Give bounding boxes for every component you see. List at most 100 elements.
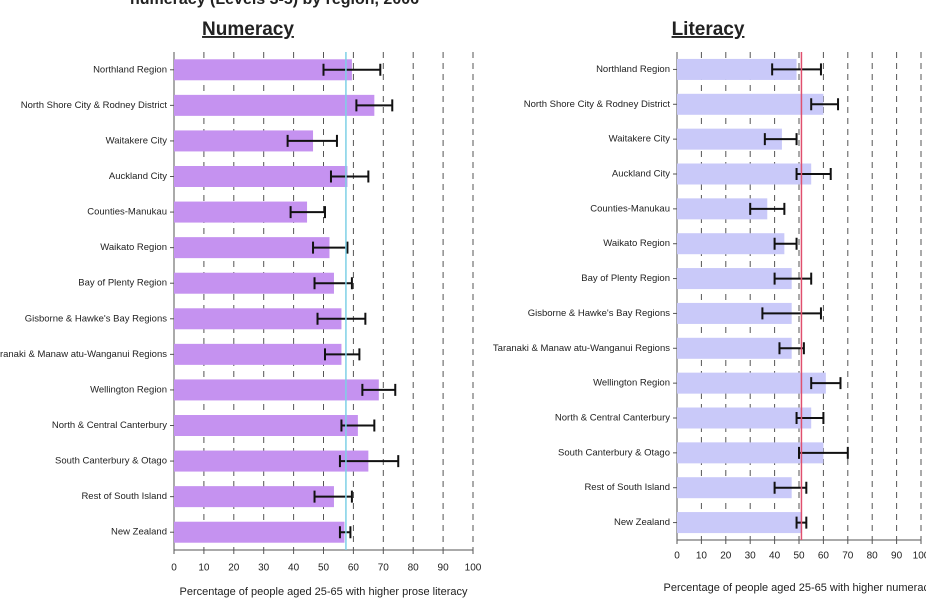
bar [677, 163, 812, 185]
y-tick-label: Waikato Region [603, 238, 670, 249]
x-tick-label: 90 [438, 563, 450, 574]
y-tick-label: Waitakere City [609, 134, 671, 145]
y-tick-label: Bay of Plenty Region [581, 273, 670, 284]
bar [174, 59, 352, 81]
y-tick-label: North & Central Canterbury [555, 413, 670, 424]
y-tick-label: South Canterbury & Otago [558, 447, 670, 458]
error-bar [355, 99, 394, 112]
error-bar [810, 98, 840, 111]
bar [174, 415, 358, 436]
y-tick-label: Auckland City [612, 169, 670, 180]
error-bar [810, 377, 842, 390]
error-bar [340, 419, 376, 432]
x-tick-label: 100 [913, 551, 926, 562]
error-bar [316, 312, 367, 325]
bar [677, 442, 824, 464]
x-axis-label: Percentage of people aged 25-65 with hig… [179, 586, 468, 598]
bar [677, 268, 792, 290]
x-tick-label: 50 [793, 551, 805, 562]
y-tick-label: Gisborne & Hawke's Bay Regions [25, 313, 168, 324]
error-bar [795, 168, 832, 180]
y-tick-label: Waikato Region [100, 242, 167, 253]
bar [677, 407, 812, 429]
y-tick-label: Waitakere City [106, 135, 168, 146]
error-bar [761, 307, 822, 320]
error-bar [286, 134, 338, 147]
error-bar [322, 63, 382, 76]
x-tick-label: 80 [867, 551, 879, 562]
bar [677, 337, 792, 359]
x-tick-label: 10 [696, 551, 708, 562]
x-tick-label: 0 [171, 563, 177, 574]
y-tick-label: Bay of Plenty Region [78, 278, 167, 289]
bar [174, 237, 330, 259]
x-tick-label: 90 [891, 551, 903, 562]
y-tick-label: Gisborne & Hawke's Bay Regions [528, 308, 671, 319]
x-tick-label: 20 [228, 563, 240, 574]
bar [174, 379, 379, 401]
y-tick-label: Rest of South Island [81, 491, 167, 502]
error-bar [312, 241, 349, 254]
x-tick-label: 100 [465, 563, 482, 574]
bar [174, 201, 308, 223]
y-tick-label: Auckland City [109, 171, 167, 182]
x-tick-label: 60 [818, 551, 830, 562]
error-bar [778, 342, 805, 355]
bar [174, 166, 348, 187]
error-bar [763, 133, 798, 146]
bar [174, 308, 342, 330]
bar [174, 94, 375, 116]
error-bar [338, 455, 400, 468]
y-tick-label: South Canterbury & Otago [55, 456, 167, 467]
panel-title: Numeracy [202, 19, 294, 40]
bar [174, 486, 334, 508]
x-tick-label: 20 [720, 551, 732, 562]
bar [677, 477, 792, 499]
y-tick-label: Rest of South Island [584, 482, 670, 493]
error-bar [329, 170, 370, 183]
bar [174, 450, 369, 472]
x-tick-label: 40 [769, 551, 781, 562]
y-tick-label: Northland Region [93, 64, 167, 75]
bar [677, 58, 797, 80]
page-title: numeracy (Levels 3-5) by region, 2006 [130, 0, 419, 8]
x-tick-label: 70 [842, 551, 854, 562]
y-tick-label: North & Central Canterbury [52, 420, 167, 431]
bar [174, 130, 314, 152]
x-tick-label: 30 [258, 563, 270, 574]
bar [677, 93, 824, 115]
bar [677, 512, 802, 534]
y-tick-label: New Zealand [111, 527, 167, 538]
y-tick-label: Counties-Manukau [87, 207, 167, 218]
y-tick-label: Taranaki & Manaw atu-Wanganui Regions [0, 349, 167, 360]
bar [677, 198, 768, 220]
bar [677, 372, 826, 394]
x-axis-label: Percentage of people aged 25-65 with hig… [664, 582, 926, 594]
error-bar [323, 348, 361, 361]
error-bar [773, 237, 798, 250]
x-tick-label: 30 [745, 551, 757, 562]
y-tick-label: Taranaki & Manaw atu-Wanganui Regions [493, 343, 670, 354]
x-tick-label: 80 [408, 563, 420, 574]
y-tick-label: Northland Region [596, 64, 670, 75]
y-tick-label: North Shore City & Rodney District [524, 99, 671, 110]
bar [174, 343, 342, 365]
bar [677, 233, 785, 255]
bar [174, 521, 345, 543]
bar [677, 128, 782, 150]
x-tick-label: 10 [198, 563, 210, 574]
error-bar [749, 202, 786, 215]
x-tick-label: 70 [378, 563, 390, 574]
x-tick-label: 60 [348, 563, 360, 574]
y-tick-label: Wellington Region [90, 384, 167, 395]
panel-title: Literacy [672, 19, 745, 40]
error-bar [289, 206, 326, 219]
bar [174, 272, 334, 294]
error-bar [361, 383, 397, 396]
error-bar [771, 63, 822, 76]
error-bar [798, 446, 849, 459]
y-tick-label: Wellington Region [593, 378, 670, 389]
y-tick-label: North Shore City & Rodney District [21, 100, 168, 111]
x-tick-label: 0 [674, 551, 680, 562]
